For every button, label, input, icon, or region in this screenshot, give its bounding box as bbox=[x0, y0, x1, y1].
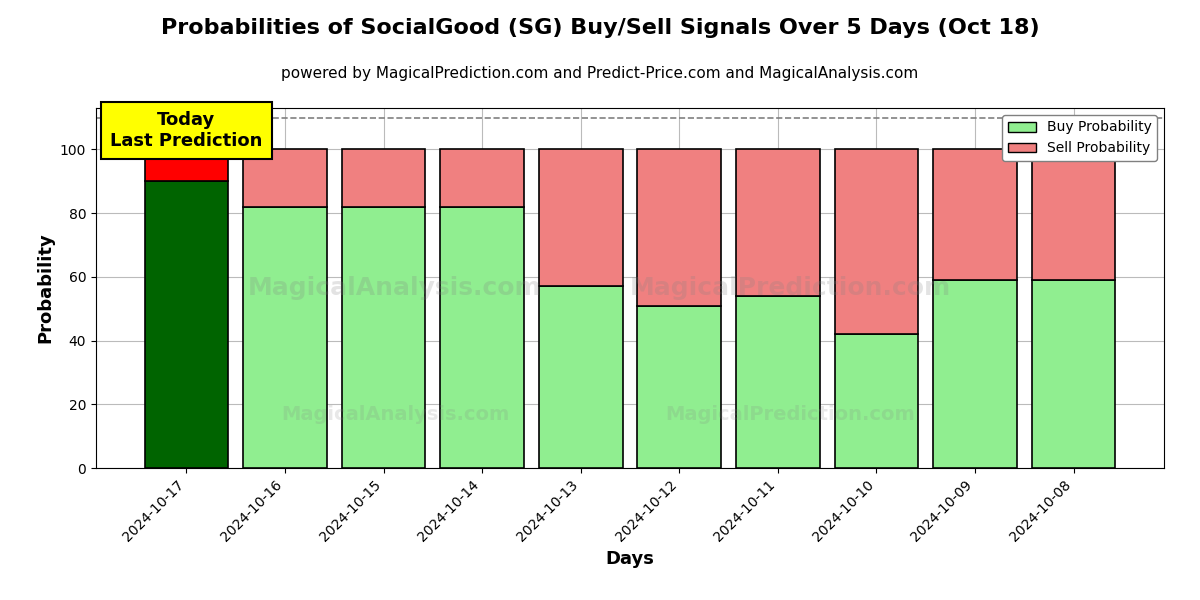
Text: MagicalPrediction.com: MagicalPrediction.com bbox=[665, 404, 916, 424]
Bar bbox=[539, 286, 623, 468]
Bar bbox=[144, 149, 228, 181]
Bar bbox=[440, 207, 524, 468]
Bar bbox=[736, 149, 820, 296]
Bar bbox=[539, 149, 623, 286]
Bar bbox=[244, 207, 326, 468]
Legend: Buy Probability, Sell Probability: Buy Probability, Sell Probability bbox=[1002, 115, 1157, 161]
Bar bbox=[834, 334, 918, 468]
Bar bbox=[834, 149, 918, 334]
Bar bbox=[342, 207, 426, 468]
X-axis label: Days: Days bbox=[606, 550, 654, 568]
Bar bbox=[342, 149, 426, 207]
Text: powered by MagicalPrediction.com and Predict-Price.com and MagicalAnalysis.com: powered by MagicalPrediction.com and Pre… bbox=[281, 66, 919, 81]
Text: MagicalPrediction.com: MagicalPrediction.com bbox=[630, 276, 950, 300]
Text: Probabilities of SocialGood (SG) Buy/Sell Signals Over 5 Days (Oct 18): Probabilities of SocialGood (SG) Buy/Sel… bbox=[161, 18, 1039, 38]
Bar bbox=[934, 149, 1016, 280]
Bar bbox=[1032, 149, 1116, 280]
Bar bbox=[244, 149, 326, 207]
Bar bbox=[144, 181, 228, 468]
Bar bbox=[1032, 280, 1116, 468]
Text: MagicalAnalysis.com: MagicalAnalysis.com bbox=[248, 276, 542, 300]
Y-axis label: Probability: Probability bbox=[36, 233, 54, 343]
Text: MagicalAnalysis.com: MagicalAnalysis.com bbox=[281, 404, 509, 424]
Bar bbox=[440, 149, 524, 207]
Text: Today
Last Prediction: Today Last Prediction bbox=[110, 111, 263, 150]
Bar bbox=[736, 296, 820, 468]
Bar bbox=[637, 149, 721, 305]
Bar bbox=[637, 305, 721, 468]
Bar bbox=[934, 280, 1016, 468]
